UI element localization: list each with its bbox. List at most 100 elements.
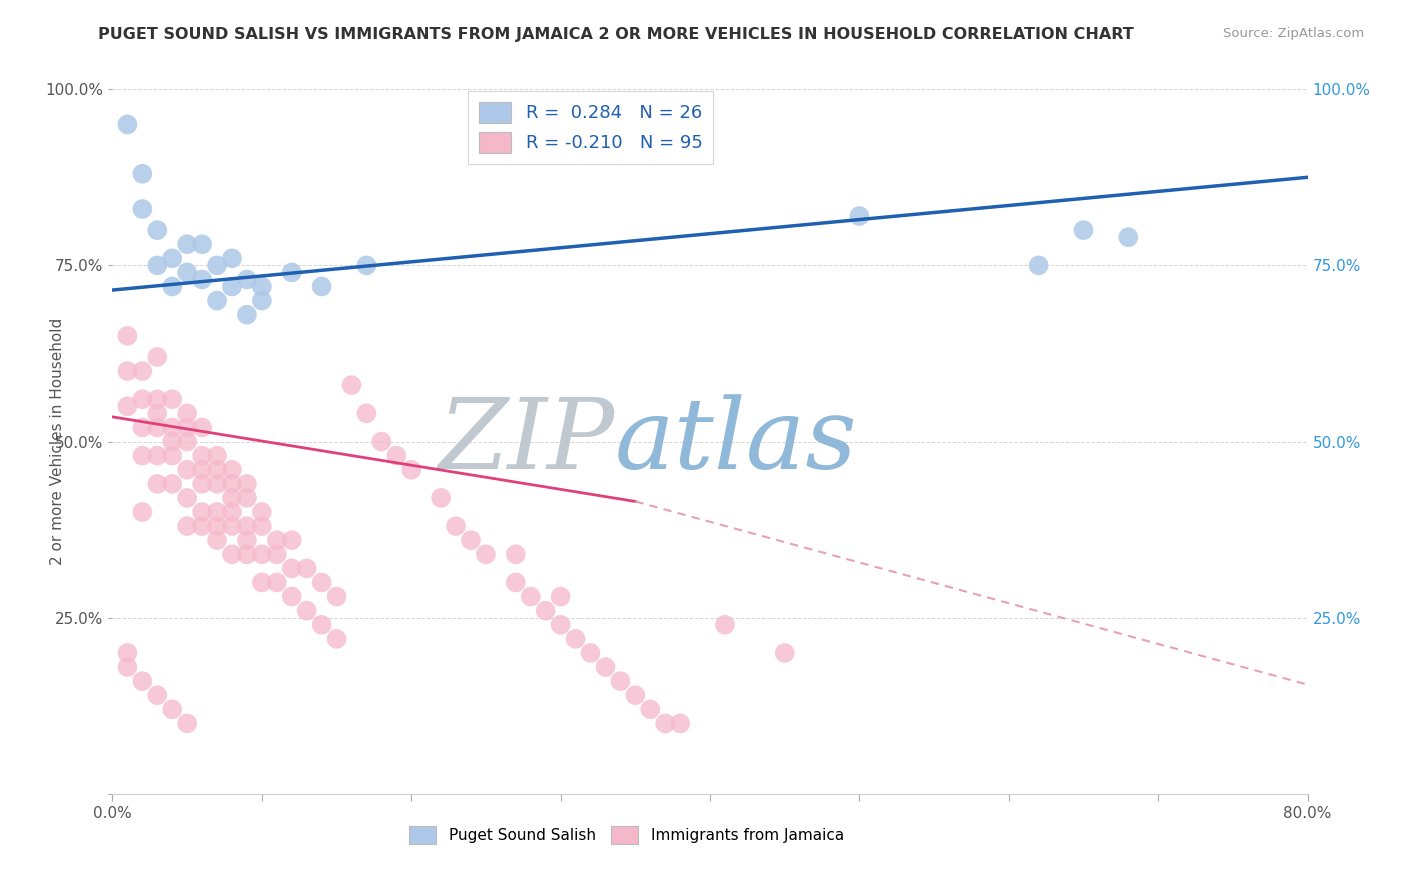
Point (191, 519, 214, 533)
Point (624, 688, 647, 702)
Point (221, 279, 243, 293)
Point (236, 272, 259, 286)
Point (311, 575, 333, 590)
Point (146, 688, 169, 702)
Point (236, 476, 259, 491)
Point (266, 575, 288, 590)
Point (191, 272, 214, 286)
Point (250, 279, 273, 293)
Point (640, 702, 662, 716)
Point (654, 716, 676, 731)
Text: atlas: atlas (614, 394, 858, 489)
Point (714, 617, 737, 632)
Point (266, 533, 288, 548)
Point (191, 476, 214, 491)
Point (117, 399, 139, 413)
Point (534, 604, 557, 618)
Point (117, 660, 139, 674)
Point (221, 476, 243, 491)
Text: ZIP: ZIP (439, 394, 614, 489)
Point (205, 293, 228, 308)
Point (505, 575, 527, 590)
Point (191, 449, 214, 463)
Point (176, 420, 198, 434)
Point (146, 476, 169, 491)
Point (146, 449, 169, 463)
Point (401, 463, 423, 477)
Point (236, 491, 259, 505)
Point (221, 519, 243, 533)
Point (848, 209, 870, 223)
Point (146, 406, 169, 420)
Point (281, 590, 304, 604)
Point (146, 259, 169, 273)
Text: PUGET SOUND SALISH VS IMMIGRANTS FROM JAMAICA 2 OR MORE VEHICLES IN HOUSEHOLD CO: PUGET SOUND SALISH VS IMMIGRANTS FROM JA… (98, 27, 1135, 42)
Point (221, 491, 243, 505)
Point (1118, 230, 1140, 244)
Point (162, 476, 183, 491)
Point (609, 674, 631, 689)
Point (131, 674, 153, 689)
Point (176, 406, 198, 420)
Point (550, 617, 572, 632)
Point (370, 434, 392, 449)
Point (236, 308, 259, 322)
Point (550, 590, 572, 604)
Point (356, 259, 378, 273)
Point (131, 392, 153, 407)
Point (117, 328, 139, 343)
Point (505, 547, 527, 561)
Point (595, 660, 617, 674)
Point (162, 279, 183, 293)
Point (340, 378, 363, 392)
Point (250, 575, 273, 590)
Point (162, 434, 183, 449)
Point (146, 223, 169, 237)
Point (250, 505, 273, 519)
Point (191, 505, 214, 519)
Point (250, 519, 273, 533)
Point (295, 561, 318, 575)
Point (236, 533, 259, 548)
Point (221, 463, 243, 477)
Point (356, 406, 378, 420)
Point (205, 505, 228, 519)
Point (205, 259, 228, 273)
Point (146, 420, 169, 434)
Point (176, 237, 198, 252)
Point (325, 590, 347, 604)
Point (430, 491, 453, 505)
Point (669, 716, 692, 731)
Point (131, 167, 153, 181)
Point (311, 279, 333, 293)
Point (162, 392, 183, 407)
Point (162, 252, 183, 266)
Point (1028, 259, 1050, 273)
Point (236, 519, 259, 533)
Point (281, 265, 304, 279)
Point (176, 265, 198, 279)
Point (146, 350, 169, 364)
Point (205, 519, 228, 533)
Point (131, 449, 153, 463)
Point (250, 547, 273, 561)
Point (176, 463, 198, 477)
Point (295, 604, 318, 618)
Point (131, 202, 153, 216)
Point (191, 420, 214, 434)
Point (475, 547, 498, 561)
Point (444, 519, 467, 533)
Point (520, 590, 543, 604)
Point (385, 449, 408, 463)
Point (281, 561, 304, 575)
Point (176, 716, 198, 731)
Point (311, 617, 333, 632)
Point (191, 463, 214, 477)
Point (205, 449, 228, 463)
Point (176, 491, 198, 505)
Point (162, 420, 183, 434)
Point (1073, 223, 1095, 237)
Point (250, 293, 273, 308)
Point (773, 646, 796, 660)
Legend: Puget Sound Salish, Immigrants from Jamaica: Puget Sound Salish, Immigrants from Jama… (402, 820, 851, 850)
